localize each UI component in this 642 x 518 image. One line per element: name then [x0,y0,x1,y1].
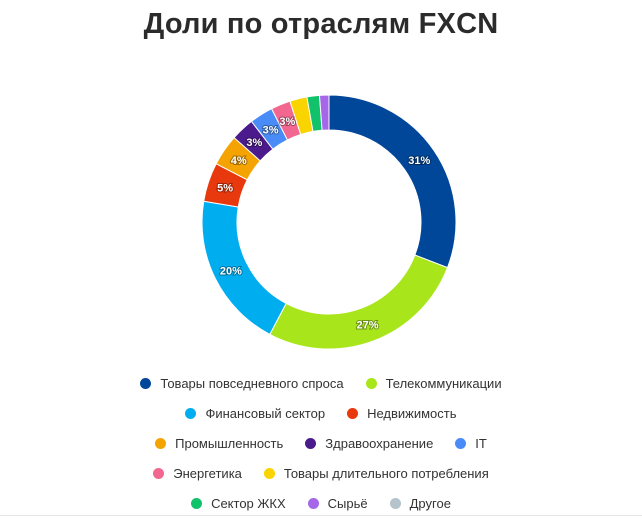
legend-swatch-icon [365,377,377,389]
legend-row: Финансовый сектор Недвижимость [0,398,642,428]
legend-item[interactable]: Финансовый сектор [185,406,325,421]
legend-label: Товары повседневного спроса [160,375,344,391]
donut-chart: 31%27%20%5%4%3%3%3% [201,94,457,350]
legend-swatch-icon [191,497,203,509]
legend-swatch-icon [153,467,165,479]
legend-swatch-icon [455,437,467,449]
donut-slice[interactable] [269,254,449,350]
legend-item[interactable]: Недвижимость [347,405,457,421]
legend-swatch-icon [347,407,359,419]
legend-swatch-icon [263,467,275,479]
legend-item[interactable]: Телекоммуникации [365,375,502,391]
legend-item[interactable]: Сырьё [307,495,368,511]
legend-row: Сектор ЖКХ Сырьё Другое [0,488,642,518]
legend-row: Промышленность Здравоохранение IT [0,428,642,458]
legend-item[interactable]: Товары длительного потребления [263,465,489,481]
slice-data-label: 31% [408,155,430,167]
donut-labels: 31%27%20%5%4%3%3%3% [216,115,431,333]
legend-item[interactable]: Промышленность [155,436,283,451]
legend-label: Товары длительного потребления [283,465,489,481]
legend-label: Энергетика [173,465,242,481]
legend-label: Сырьё [327,495,368,511]
legend-label: Промышленность [175,435,284,451]
legend-item[interactable]: IT [455,436,487,451]
legend-row: Товары повседневного спроса Телекоммуника… [0,368,642,398]
legend-label: Финансовый сектор [205,405,326,421]
chart-title: Доли по отраслям FXCN [143,8,499,40]
slice-data-label: 4% [231,155,247,167]
donut-slices [201,94,457,350]
slice-data-label: 20% [220,266,242,278]
legend-swatch-icon [140,377,152,389]
legend-item[interactable]: Энергетика [153,466,242,481]
legend-label: IT [475,435,487,451]
legend-swatch-icon [185,407,197,419]
slice-data-label: 27% [357,320,379,332]
donut-slice[interactable] [318,94,330,131]
legend-row: Энергетика Товары длительного потребления [0,458,642,488]
legend-label: Недвижимость [367,405,457,421]
legend-swatch-icon [389,497,401,509]
legend-label: Здравоохранение [325,435,434,451]
chart-legend: Товары повседневного спроса Телекоммуника… [0,368,642,518]
legend-item[interactable]: Другое [389,495,451,511]
slice-data-label: 3% [263,124,279,136]
donut-slice[interactable] [328,94,457,269]
donut-slice[interactable] [201,200,287,336]
legend-item[interactable]: Здравоохранение [305,436,433,451]
slice-data-label: 3% [246,137,262,149]
legend-item[interactable]: Сектор ЖКХ [191,496,286,511]
slice-data-label: 3% [279,116,295,128]
legend-swatch-icon [155,437,167,449]
legend-swatch-icon [305,437,317,449]
legend-item[interactable]: Товары повседневного спроса [140,375,344,391]
legend-swatch-icon [307,497,319,509]
legend-label: Телекоммуникации [385,375,502,391]
legend-label: Сектор ЖКХ [211,495,286,511]
slice-data-label: 5% [217,183,233,195]
legend-label: Другое [409,495,451,511]
